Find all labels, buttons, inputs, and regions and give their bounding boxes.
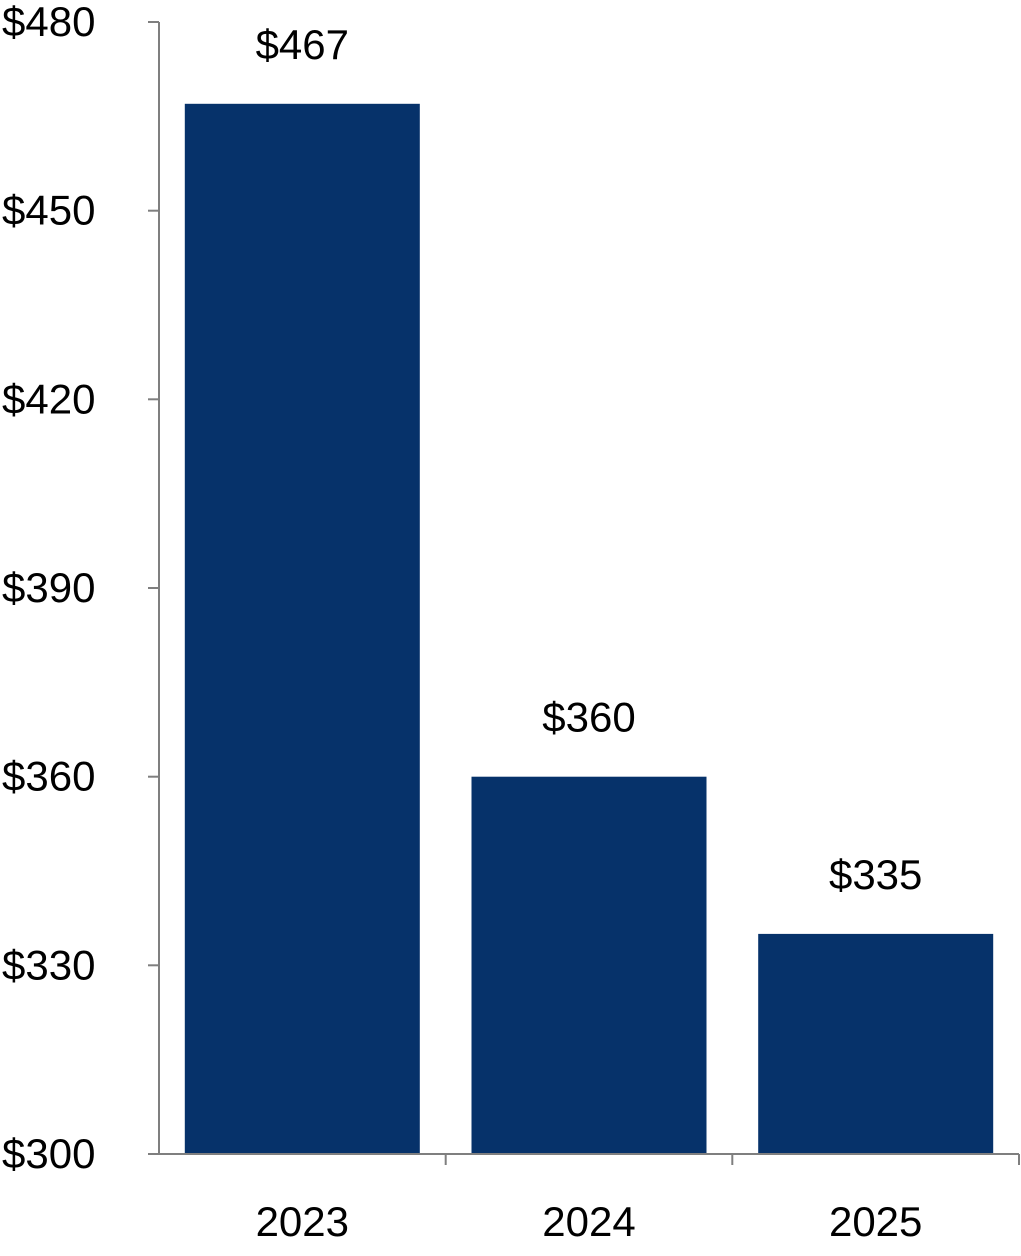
y-tick-label-360: $360 — [2, 753, 95, 800]
data-label-2025: $335 — [829, 851, 922, 898]
y-tick-label-330: $330 — [2, 941, 95, 988]
x-tick-label-2023: 2023 — [256, 1198, 349, 1245]
bar-2023 — [184, 103, 420, 1154]
data-label-2023: $467 — [256, 21, 349, 68]
y-tick-label-450: $450 — [2, 187, 95, 234]
bars-group — [184, 103, 994, 1154]
labels-group: $467 2023 $360 2024 $335 2025 $300 $330 $360 $390… — [2, 0, 922, 1245]
y-tick-label-420: $420 — [2, 375, 95, 422]
y-tick-label-480: $480 — [2, 0, 95, 45]
y-tick-label-300: $300 — [2, 1130, 95, 1177]
bar-2025 — [758, 933, 994, 1154]
bar-2024 — [471, 776, 707, 1154]
data-label-2024: $360 — [542, 694, 635, 741]
y-tick-label-390: $390 — [2, 564, 95, 611]
x-tick-label-2025: 2025 — [829, 1198, 922, 1245]
axes-group — [148, 21, 1020, 1165]
x-tick-label-2024: 2024 — [542, 1198, 635, 1245]
